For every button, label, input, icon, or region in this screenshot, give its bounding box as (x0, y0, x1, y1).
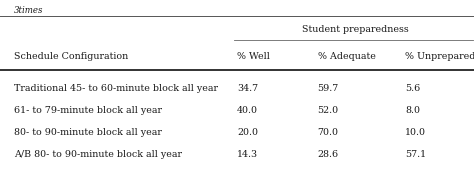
Text: Student preparedness: Student preparedness (302, 25, 409, 33)
Text: 3times: 3times (14, 6, 44, 15)
Text: 20.0: 20.0 (237, 128, 258, 137)
Text: 61- to 79-minute block all year: 61- to 79-minute block all year (14, 106, 162, 115)
Text: 28.6: 28.6 (318, 150, 339, 159)
Text: Traditional 45- to 60-minute block all year: Traditional 45- to 60-minute block all y… (14, 84, 218, 93)
Text: % Adequate: % Adequate (318, 52, 375, 61)
Text: 52.0: 52.0 (318, 106, 339, 115)
Text: 8.0: 8.0 (405, 106, 420, 115)
Text: 40.0: 40.0 (237, 106, 258, 115)
Text: 14.3: 14.3 (237, 150, 258, 159)
Text: Schedule Configuration: Schedule Configuration (14, 52, 128, 61)
Text: 34.7: 34.7 (237, 84, 258, 93)
Text: 57.1: 57.1 (405, 150, 427, 159)
Text: 59.7: 59.7 (318, 84, 339, 93)
Text: A/B 80- to 90-minute block all year: A/B 80- to 90-minute block all year (14, 150, 182, 159)
Text: 80- to 90-minute block all year: 80- to 90-minute block all year (14, 128, 162, 137)
Text: % Unprepared: % Unprepared (405, 52, 474, 61)
Text: % Well: % Well (237, 52, 270, 61)
Text: 10.0: 10.0 (405, 128, 426, 137)
Text: 70.0: 70.0 (318, 128, 338, 137)
Text: 5.6: 5.6 (405, 84, 420, 93)
